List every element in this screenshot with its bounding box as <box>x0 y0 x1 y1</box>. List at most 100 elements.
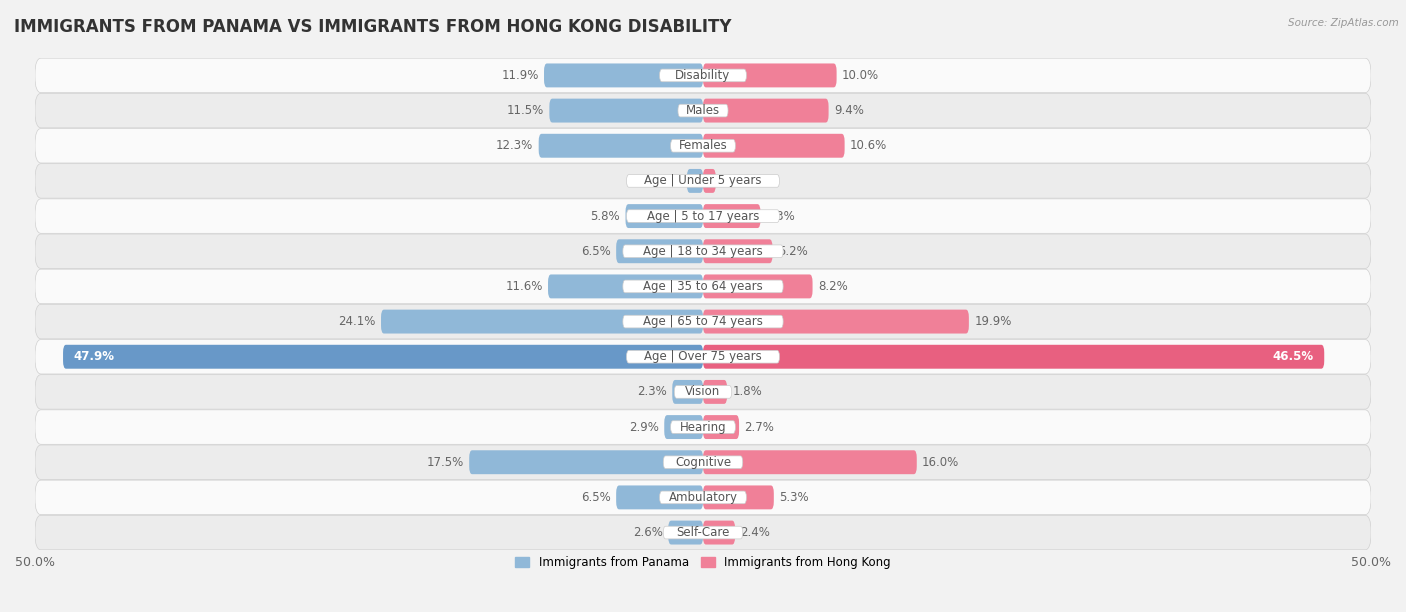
Text: 10.6%: 10.6% <box>851 140 887 152</box>
Text: Females: Females <box>679 140 727 152</box>
FancyBboxPatch shape <box>35 269 1371 304</box>
FancyBboxPatch shape <box>470 450 703 474</box>
Text: 2.6%: 2.6% <box>633 526 662 539</box>
FancyBboxPatch shape <box>664 526 742 539</box>
FancyBboxPatch shape <box>35 199 1371 233</box>
FancyBboxPatch shape <box>63 345 703 368</box>
FancyBboxPatch shape <box>664 456 742 469</box>
Text: Disability: Disability <box>675 69 731 82</box>
FancyBboxPatch shape <box>671 420 735 433</box>
Text: 12.3%: 12.3% <box>496 140 533 152</box>
FancyBboxPatch shape <box>703 274 813 299</box>
FancyBboxPatch shape <box>550 99 703 122</box>
Text: 2.3%: 2.3% <box>637 386 666 398</box>
FancyBboxPatch shape <box>678 104 728 117</box>
Text: Source: ZipAtlas.com: Source: ZipAtlas.com <box>1288 18 1399 28</box>
Text: Hearing: Hearing <box>679 420 727 433</box>
Text: Age | 18 to 34 years: Age | 18 to 34 years <box>643 245 763 258</box>
Text: 2.7%: 2.7% <box>744 420 775 433</box>
FancyBboxPatch shape <box>703 415 740 439</box>
Text: 19.9%: 19.9% <box>974 315 1011 328</box>
FancyBboxPatch shape <box>703 380 727 404</box>
FancyBboxPatch shape <box>35 340 1371 374</box>
Text: 0.95%: 0.95% <box>721 174 758 187</box>
FancyBboxPatch shape <box>627 210 779 222</box>
FancyBboxPatch shape <box>35 94 1371 128</box>
Text: 16.0%: 16.0% <box>922 456 959 469</box>
Text: Self-Care: Self-Care <box>676 526 730 539</box>
Text: 11.9%: 11.9% <box>502 69 538 82</box>
Text: 1.2%: 1.2% <box>652 174 682 187</box>
Text: 1.8%: 1.8% <box>733 386 762 398</box>
FancyBboxPatch shape <box>35 410 1371 444</box>
Text: 2.4%: 2.4% <box>741 526 770 539</box>
Text: IMMIGRANTS FROM PANAMA VS IMMIGRANTS FROM HONG KONG DISABILITY: IMMIGRANTS FROM PANAMA VS IMMIGRANTS FRO… <box>14 18 731 36</box>
Text: 11.6%: 11.6% <box>505 280 543 293</box>
FancyBboxPatch shape <box>703 204 761 228</box>
FancyBboxPatch shape <box>664 415 703 439</box>
FancyBboxPatch shape <box>35 375 1371 409</box>
Text: 6.5%: 6.5% <box>581 491 610 504</box>
Text: 17.5%: 17.5% <box>426 456 464 469</box>
FancyBboxPatch shape <box>675 386 731 398</box>
Text: 4.3%: 4.3% <box>766 209 796 223</box>
Text: Vision: Vision <box>685 386 721 398</box>
Text: 47.9%: 47.9% <box>73 350 115 364</box>
FancyBboxPatch shape <box>703 345 1324 368</box>
FancyBboxPatch shape <box>659 491 747 504</box>
FancyBboxPatch shape <box>35 58 1371 92</box>
FancyBboxPatch shape <box>703 134 845 158</box>
Text: 46.5%: 46.5% <box>1272 350 1313 364</box>
Text: 5.3%: 5.3% <box>779 491 808 504</box>
FancyBboxPatch shape <box>538 134 703 158</box>
Text: 2.9%: 2.9% <box>628 420 659 433</box>
FancyBboxPatch shape <box>35 234 1371 269</box>
FancyBboxPatch shape <box>703 521 735 545</box>
FancyBboxPatch shape <box>626 204 703 228</box>
FancyBboxPatch shape <box>35 304 1371 339</box>
Text: 6.5%: 6.5% <box>581 245 610 258</box>
FancyBboxPatch shape <box>544 64 703 88</box>
FancyBboxPatch shape <box>616 485 703 509</box>
FancyBboxPatch shape <box>703 64 837 88</box>
Text: Age | Over 75 years: Age | Over 75 years <box>644 350 762 364</box>
FancyBboxPatch shape <box>688 169 703 193</box>
Text: Age | 65 to 74 years: Age | 65 to 74 years <box>643 315 763 328</box>
Text: 8.2%: 8.2% <box>818 280 848 293</box>
FancyBboxPatch shape <box>703 239 772 263</box>
FancyBboxPatch shape <box>623 245 783 258</box>
FancyBboxPatch shape <box>35 515 1371 550</box>
FancyBboxPatch shape <box>668 521 703 545</box>
FancyBboxPatch shape <box>35 163 1371 198</box>
Text: Males: Males <box>686 104 720 117</box>
Text: 11.5%: 11.5% <box>506 104 544 117</box>
Text: 10.0%: 10.0% <box>842 69 879 82</box>
Text: Age | Under 5 years: Age | Under 5 years <box>644 174 762 187</box>
Text: Age | 35 to 64 years: Age | 35 to 64 years <box>643 280 763 293</box>
FancyBboxPatch shape <box>623 315 783 328</box>
Text: 24.1%: 24.1% <box>339 315 375 328</box>
FancyBboxPatch shape <box>672 380 703 404</box>
FancyBboxPatch shape <box>623 280 783 293</box>
FancyBboxPatch shape <box>703 450 917 474</box>
Legend: Immigrants from Panama, Immigrants from Hong Kong: Immigrants from Panama, Immigrants from … <box>510 551 896 574</box>
Text: Ambulatory: Ambulatory <box>668 491 738 504</box>
FancyBboxPatch shape <box>703 99 828 122</box>
FancyBboxPatch shape <box>627 174 779 187</box>
FancyBboxPatch shape <box>703 310 969 334</box>
FancyBboxPatch shape <box>671 140 735 152</box>
FancyBboxPatch shape <box>35 480 1371 515</box>
FancyBboxPatch shape <box>381 310 703 334</box>
FancyBboxPatch shape <box>548 274 703 299</box>
FancyBboxPatch shape <box>616 239 703 263</box>
FancyBboxPatch shape <box>703 169 716 193</box>
FancyBboxPatch shape <box>659 69 747 82</box>
FancyBboxPatch shape <box>35 129 1371 163</box>
Text: Age | 5 to 17 years: Age | 5 to 17 years <box>647 209 759 223</box>
FancyBboxPatch shape <box>35 445 1371 479</box>
Text: 5.8%: 5.8% <box>591 209 620 223</box>
FancyBboxPatch shape <box>627 351 779 363</box>
Text: 9.4%: 9.4% <box>834 104 863 117</box>
Text: 5.2%: 5.2% <box>778 245 807 258</box>
FancyBboxPatch shape <box>703 485 773 509</box>
